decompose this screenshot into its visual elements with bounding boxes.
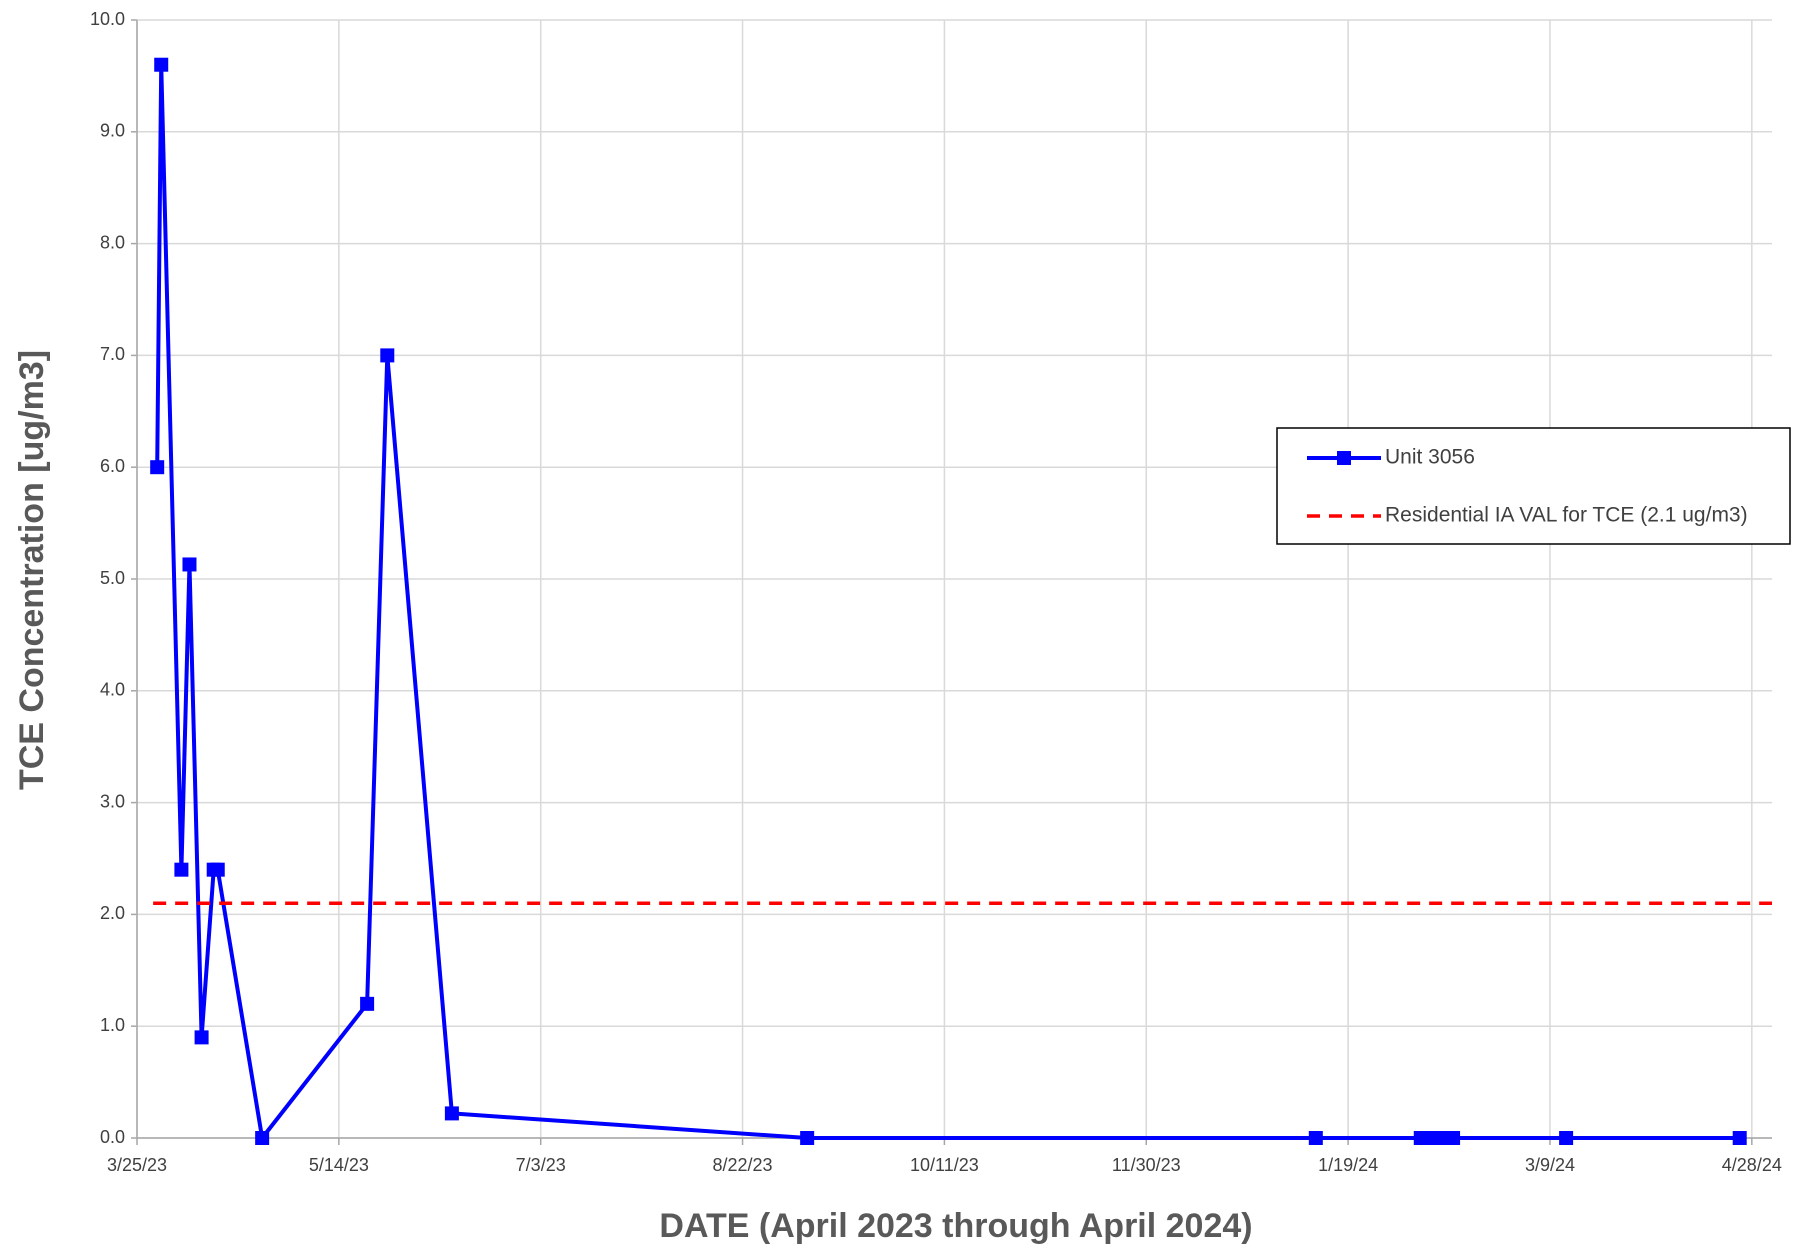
y-tick-label: 5.0 <box>100 568 125 588</box>
legend-box <box>1276 427 1791 545</box>
marker <box>360 996 375 1011</box>
y-tick-label: 0.0 <box>100 1127 125 1147</box>
x-tick-label: 5/14/23 <box>309 1155 369 1175</box>
y-tick-label: 6.0 <box>100 456 125 476</box>
x-tick-label: 11/30/23 <box>1112 1155 1181 1175</box>
marker <box>380 348 395 363</box>
marker <box>255 1131 270 1145</box>
marker <box>1732 1131 1747 1145</box>
y-axis-title: TCE Concentration [ug/m3] <box>13 350 51 790</box>
y-tick-label: 2.0 <box>100 903 125 923</box>
y-tick-label: 9.0 <box>100 121 125 141</box>
marker <box>1446 1131 1461 1145</box>
marker <box>182 557 197 572</box>
x-tick-label: 3/25/23 <box>107 1155 167 1175</box>
marker <box>800 1131 815 1145</box>
marker <box>1559 1131 1574 1145</box>
x-tick-label: 3/9/24 <box>1525 1155 1575 1175</box>
x-tick-label: 7/3/23 <box>516 1155 566 1175</box>
x-tick-label: 4/28/24 <box>1722 1155 1782 1175</box>
legend-label: Unit 3056 <box>1385 446 1475 469</box>
marker <box>174 862 189 877</box>
y-tick-label: 7.0 <box>100 344 125 364</box>
series-line <box>155 62 1740 1140</box>
y-tick-label: 8.0 <box>100 232 125 252</box>
y-tick-label: 10.0 <box>90 9 125 29</box>
x-tick-label: 8/22/23 <box>713 1155 773 1175</box>
marker <box>194 1030 209 1045</box>
x-axis-title: DATE (April 2023 through April 2024) <box>659 1207 1252 1245</box>
x-tick-label: 1/19/24 <box>1318 1155 1378 1175</box>
marker <box>210 862 225 877</box>
x-tick-label: 10/11/23 <box>910 1155 979 1175</box>
marker <box>444 1106 459 1121</box>
y-tick-label: 1.0 <box>100 1015 125 1035</box>
marker <box>154 57 169 72</box>
marker <box>150 460 165 475</box>
marker <box>1308 1131 1323 1145</box>
y-tick-label: 4.0 <box>100 680 125 700</box>
legend-label: Residential IA VAL for TCE (2.1 ug/m3) <box>1385 504 1748 527</box>
y-tick-label: 3.0 <box>100 791 125 811</box>
legend-marker <box>1337 451 1351 465</box>
